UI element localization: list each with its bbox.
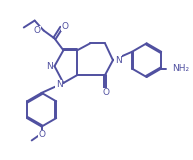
Text: N: N [56,80,62,89]
Text: N: N [115,56,122,65]
Text: O: O [102,88,109,97]
Text: O: O [34,26,41,35]
Text: O: O [38,130,45,139]
Text: NH₂: NH₂ [172,64,189,73]
Text: N: N [46,62,52,71]
Text: O: O [62,22,69,31]
